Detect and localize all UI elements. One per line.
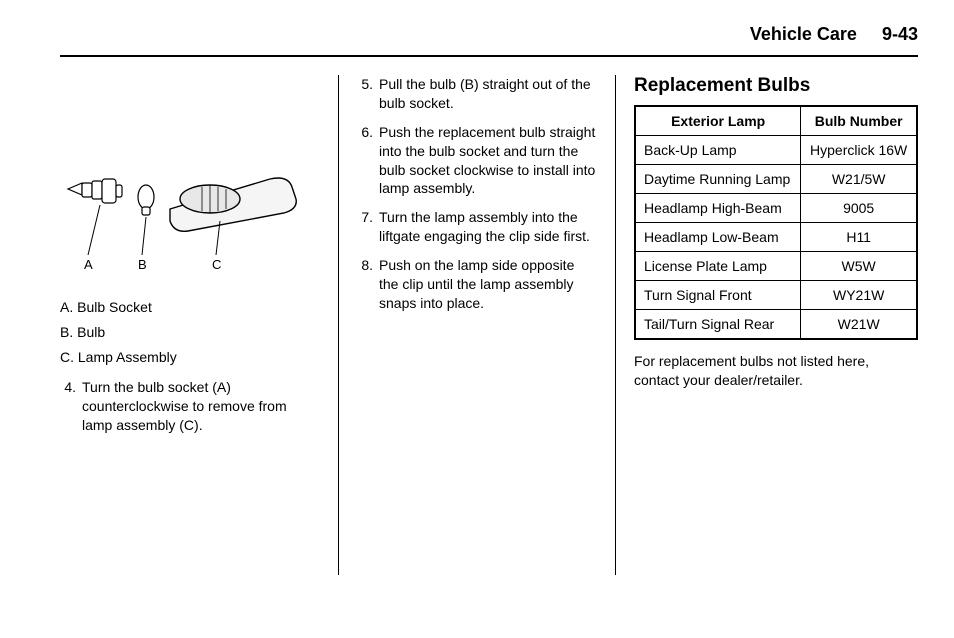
cell-num: H11: [801, 223, 917, 252]
step-item: 8 Push on the lamp side opposite the cli…: [357, 256, 597, 313]
legend-letter: A.: [60, 299, 73, 315]
page: Vehicle Care 9-43: [0, 0, 954, 638]
bulbs-note: For replacement bulbs not listed here, c…: [634, 352, 918, 390]
cell-num: W21/5W: [801, 165, 917, 194]
column-2: 5 Pull the bulb (B) straight out of the …: [338, 75, 616, 575]
cell-lamp: License Plate Lamp: [635, 252, 801, 281]
section-title: Vehicle Care: [750, 24, 857, 44]
fig-label-a: A: [84, 257, 93, 272]
table-row: License Plate Lamp W5W: [635, 252, 917, 281]
fig-label-c: C: [212, 257, 221, 272]
header-rule: [60, 55, 918, 57]
table-row: Headlamp Low-Beam H11: [635, 223, 917, 252]
step-number: 7: [357, 208, 379, 246]
table-row: Tail/Turn Signal Rear W21W: [635, 310, 917, 340]
steps-col1: 4 Turn the bulb socket (A) counterclockw…: [60, 378, 320, 435]
steps-col2: 5 Pull the bulb (B) straight out of the …: [357, 75, 597, 313]
step-text: Push on the lamp side opposite the clip …: [379, 256, 597, 313]
step-text: Pull the bulb (B) straight out of the bu…: [379, 75, 597, 113]
table-row: Turn Signal Front WY21W: [635, 281, 917, 310]
table-row: Back-Up Lamp Hyperclick 16W: [635, 136, 917, 165]
cell-num: W21W: [801, 310, 917, 340]
legend-row: A. Bulb Socket: [60, 297, 320, 318]
cell-lamp: Daytime Running Lamp: [635, 165, 801, 194]
legend-letter: B.: [60, 324, 73, 340]
cell-num: 9005: [801, 194, 917, 223]
step-item: 4 Turn the bulb socket (A) counterclockw…: [60, 378, 320, 435]
legend-row: C. Lamp Assembly: [60, 347, 320, 368]
cell-num: Hyperclick 16W: [801, 136, 917, 165]
page-header: Vehicle Care 9-43: [60, 24, 918, 51]
th-lamp: Exterior Lamp: [635, 106, 801, 136]
step-item: 5 Pull the bulb (B) straight out of the …: [357, 75, 597, 113]
bulb-diagram-icon: A B C: [60, 165, 300, 285]
cell-num: WY21W: [801, 281, 917, 310]
th-number: Bulb Number: [801, 106, 917, 136]
cell-num: W5W: [801, 252, 917, 281]
bulbs-table: Exterior Lamp Bulb Number Back-Up Lamp H…: [634, 105, 918, 340]
table-header-row: Exterior Lamp Bulb Number: [635, 106, 917, 136]
legend-letter: C.: [60, 349, 74, 365]
step-text: Push the replacement bulb straight into …: [379, 123, 597, 199]
page-number: 9-43: [882, 24, 918, 44]
step-number: 8: [357, 256, 379, 313]
legend-text: Lamp Assembly: [78, 349, 177, 365]
column-1: A B C A. Bulb Socket B. Bulb C. Lamp Ass…: [60, 75, 338, 575]
step-item: 6 Push the replacement bulb straight int…: [357, 123, 597, 199]
cell-lamp: Headlamp High-Beam: [635, 194, 801, 223]
table-row: Headlamp High-Beam 9005: [635, 194, 917, 223]
legend-row: B. Bulb: [60, 322, 320, 343]
legend-text: Bulb: [77, 324, 105, 340]
step-item: 7 Turn the lamp assembly into the liftga…: [357, 208, 597, 246]
figure-legend: A. Bulb Socket B. Bulb C. Lamp Assembly: [60, 297, 320, 368]
cell-lamp: Tail/Turn Signal Rear: [635, 310, 801, 340]
cell-lamp: Back-Up Lamp: [635, 136, 801, 165]
step-text: Turn the bulb socket (A) counterclockwis…: [82, 378, 320, 435]
legend-text: Bulb Socket: [77, 299, 152, 315]
column-3: Replacement Bulbs Exterior Lamp Bulb Num…: [616, 75, 918, 575]
table-row: Daytime Running Lamp W21/5W: [635, 165, 917, 194]
step-text: Turn the lamp assembly into the liftgate…: [379, 208, 597, 246]
step-number: 4: [60, 378, 82, 435]
step-number: 5: [357, 75, 379, 113]
step-number: 6: [357, 123, 379, 199]
fig-label-b: B: [138, 257, 147, 272]
bulb-figure: A B C: [60, 165, 320, 285]
content-columns: A B C A. Bulb Socket B. Bulb C. Lamp Ass…: [60, 75, 918, 575]
cell-lamp: Headlamp Low-Beam: [635, 223, 801, 252]
bulbs-heading: Replacement Bulbs: [634, 75, 918, 97]
cell-lamp: Turn Signal Front: [635, 281, 801, 310]
